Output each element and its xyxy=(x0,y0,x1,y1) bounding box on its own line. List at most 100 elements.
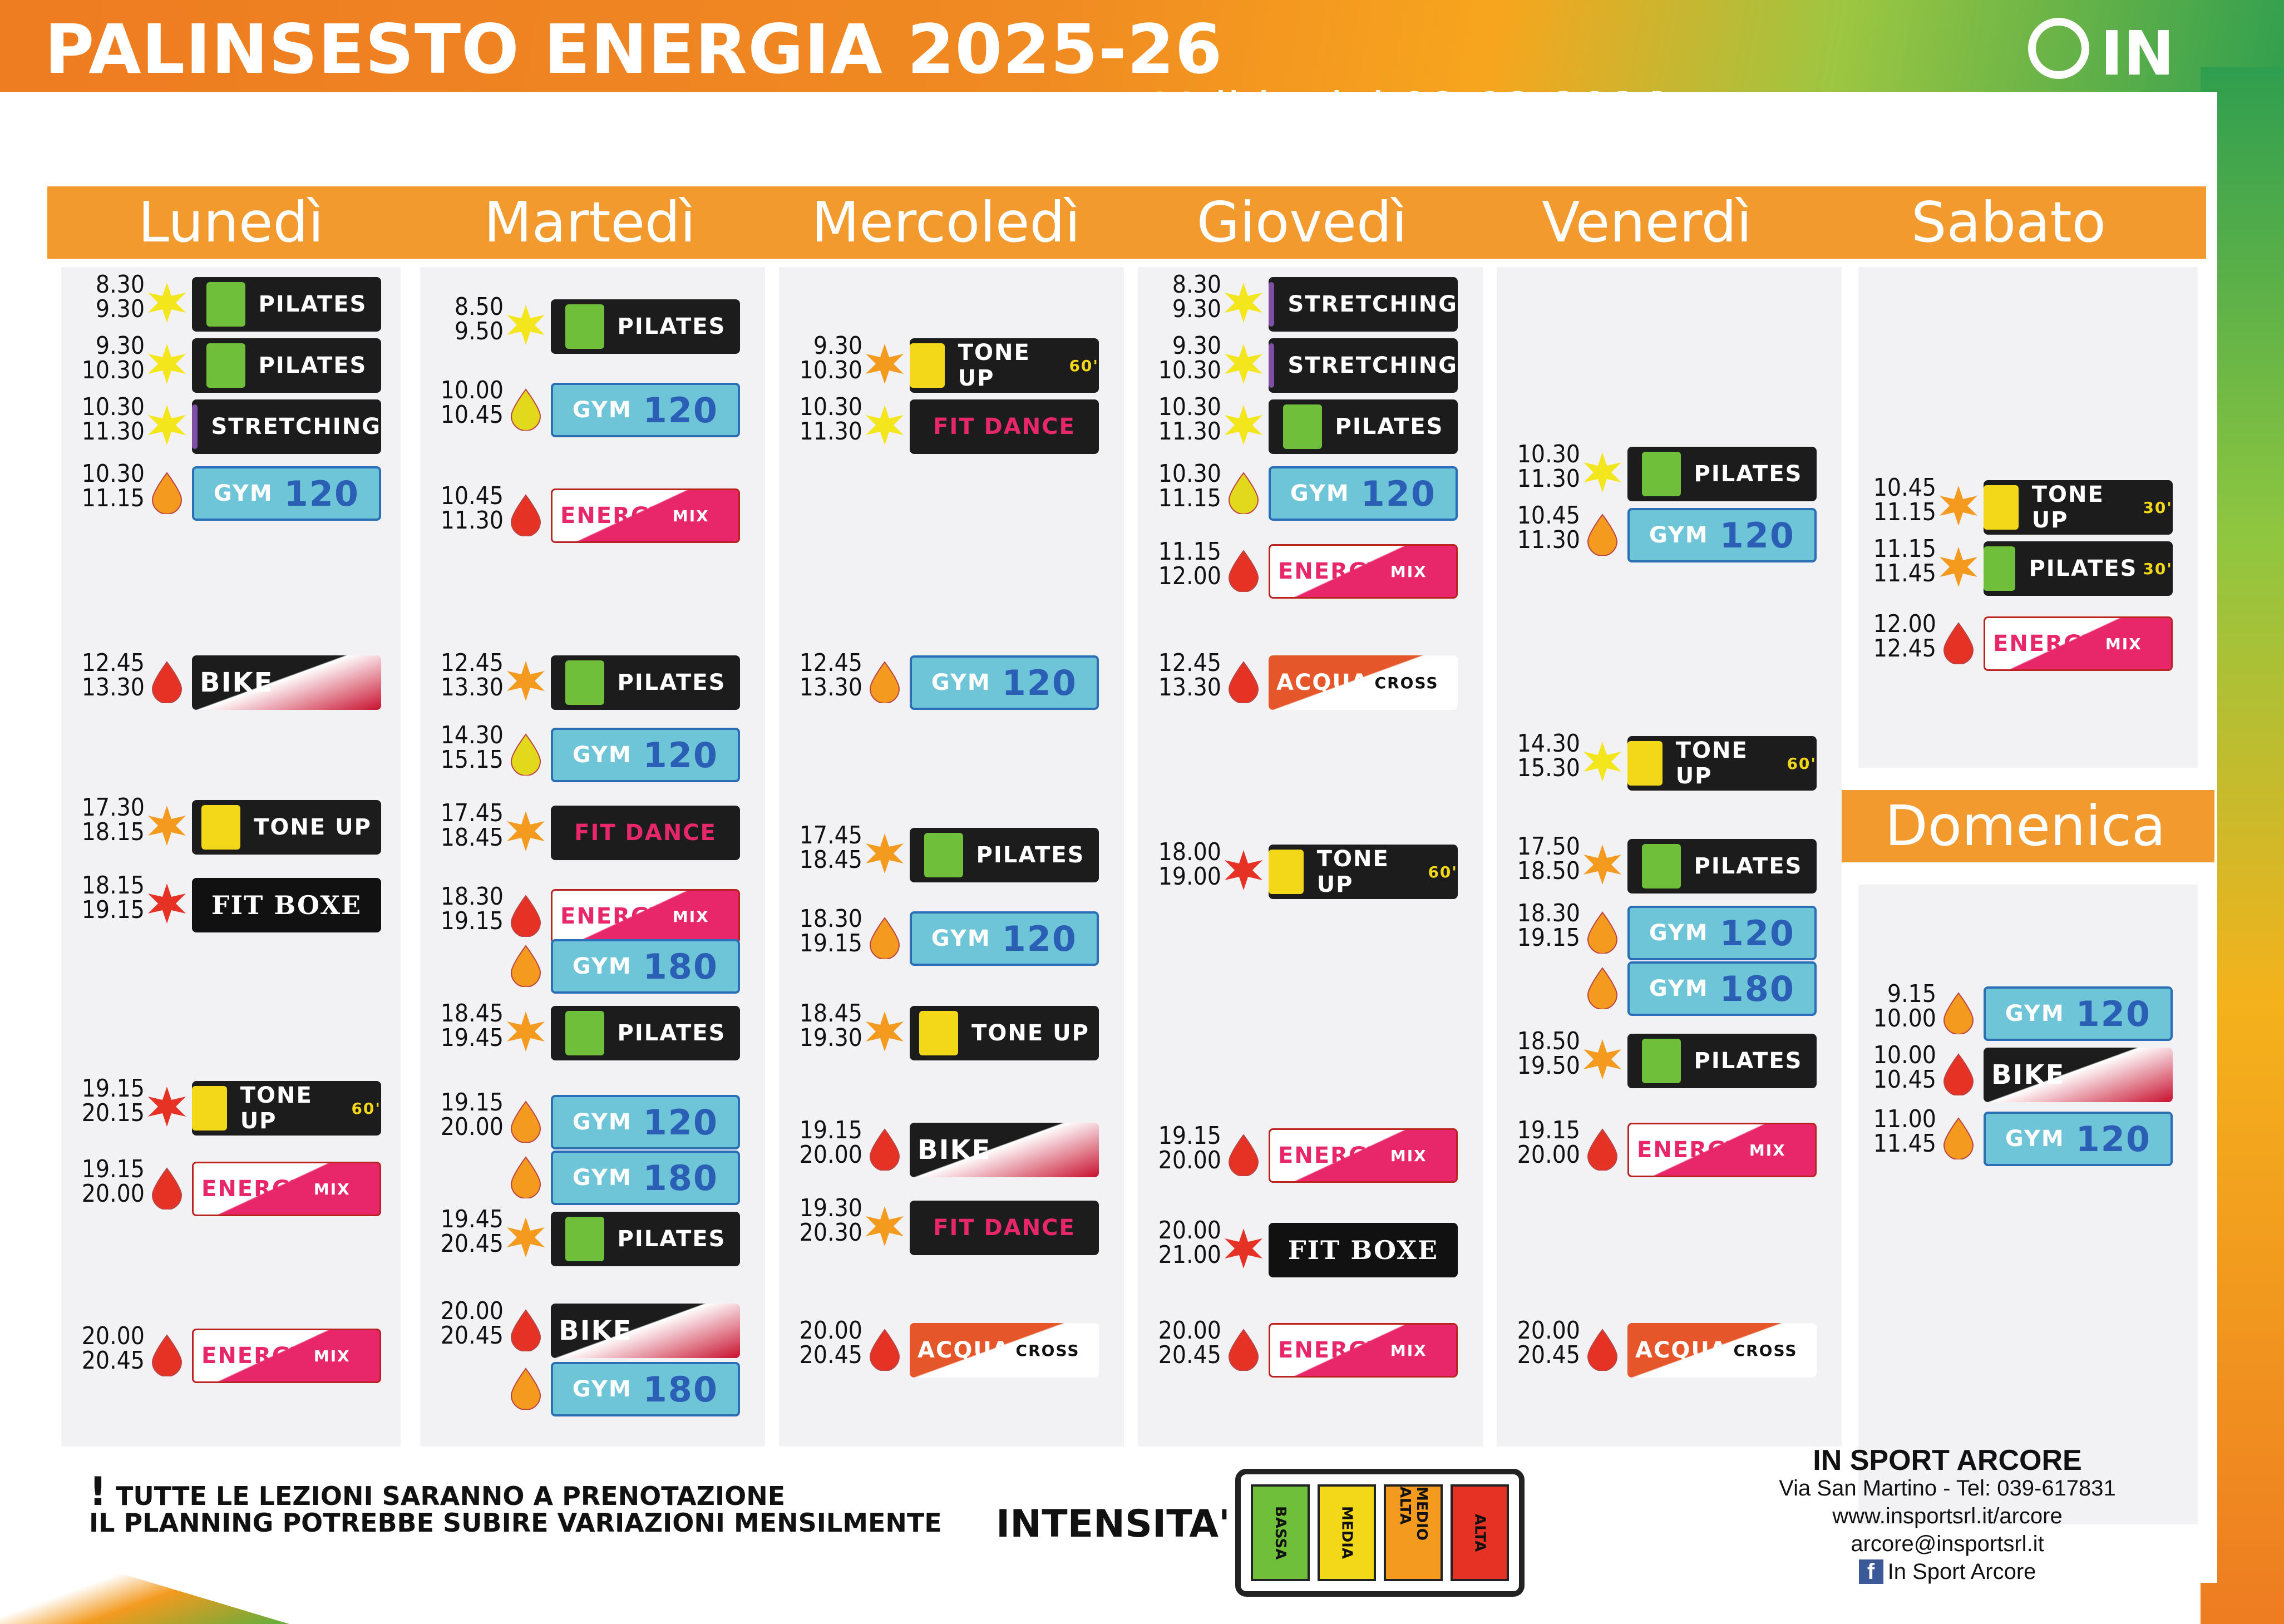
level-media: MEDIA xyxy=(1317,1484,1376,1581)
drop-intensity-icon xyxy=(1580,965,1625,1010)
class-badge: PILATES xyxy=(1627,839,1817,894)
schedule-slot: 19.15 20.00 BIKE xyxy=(796,1118,1118,1179)
slot-time: 9.30 10.30 xyxy=(1158,332,1221,384)
star-intensity-icon xyxy=(862,1009,907,1054)
contact-email[interactable]: arcore@insportsrl.it xyxy=(1851,1532,2044,1556)
day-wed: Mercoledì xyxy=(811,190,1081,255)
drop-intensity-icon xyxy=(1580,1126,1625,1171)
class-badge: ENERGY MIX xyxy=(192,1329,381,1383)
schedule-slot: 8.30 9.30 STRETCHING xyxy=(1155,273,1477,334)
class-pictogram-icon xyxy=(201,805,241,850)
star-intensity-icon xyxy=(145,881,189,926)
intensity-battery: BASSA MEDIA MEDIO ALTA ALTA xyxy=(1235,1469,1525,1597)
level-alta: ALTA xyxy=(1450,1484,1509,1581)
schedule-slot: 20.00 20.45 ENERGY MIX xyxy=(1155,1319,1477,1380)
slot-time: 20.00 20.45 xyxy=(1158,1316,1221,1369)
drop-intensity-icon xyxy=(504,731,548,776)
slot-time: 18.30 19.15 xyxy=(1517,899,1580,952)
class-pictogram-icon xyxy=(910,343,945,388)
schedule-slot: 19.15 20.00 ENERGY MIX xyxy=(1513,1118,1836,1179)
star-intensity-icon xyxy=(1580,842,1625,887)
class-badge: GYM 120 xyxy=(551,383,740,437)
schedule-slot: GYM 180 xyxy=(437,935,759,996)
class-badge: PILATES xyxy=(551,1212,740,1266)
star-intensity-icon xyxy=(1580,739,1625,784)
class-badge: ENERGY MIX xyxy=(1627,1123,1817,1177)
slot-time: 18.45 19.45 xyxy=(440,999,504,1052)
contact-facebook[interactable]: f In Sport Arcore xyxy=(1758,1558,2137,1586)
day-mon: Lunedì xyxy=(138,190,324,255)
class-badge: BIKE xyxy=(910,1123,1099,1177)
drop-intensity-icon xyxy=(1936,990,1981,1035)
class-badge: TONE UP 60' xyxy=(192,1081,381,1136)
contact-web[interactable]: www.insportsrl.it/arcore xyxy=(1832,1504,2063,1528)
drop-intensity-icon xyxy=(862,659,907,704)
drop-intensity-icon xyxy=(1936,620,1981,665)
class-pictogram-icon xyxy=(1269,343,1275,388)
schedule-slot: 17.45 18.45 FIT DANCE xyxy=(437,801,759,862)
slot-time: 8.50 9.50 xyxy=(454,293,504,345)
class-badge: PILATES 30' xyxy=(1984,541,2173,596)
slot-time: 20.00 20.45 xyxy=(799,1316,862,1369)
star-intensity-icon xyxy=(145,403,189,447)
slot-time: 12.45 13.30 xyxy=(440,649,504,702)
schedule-slot: 10.30 11.15 GYM 120 xyxy=(78,462,401,523)
day-thu: Giovedì xyxy=(1196,190,1408,255)
drop-intensity-icon xyxy=(1580,909,1625,954)
slot-time: 10.30 11.15 xyxy=(1158,460,1221,512)
logo-sport: SPORT xyxy=(2034,90,2169,129)
drop-intensity-icon xyxy=(1221,470,1266,515)
class-badge: TONE UP 30' xyxy=(1984,480,2173,535)
schedule-slot: 20.00 20.45 BIKE xyxy=(437,1299,759,1360)
schedule-slot: 9.15 10.00 GYM 120 xyxy=(1869,982,2192,1043)
slot-time: 14.30 15.30 xyxy=(1517,729,1580,782)
class-badge: FIT DANCE xyxy=(910,1201,1099,1255)
col-mon xyxy=(61,267,401,1447)
drop-intensity-icon xyxy=(1580,1326,1625,1371)
slot-time: 8.30 9.30 xyxy=(1172,270,1221,323)
slot-time: 12.45 13.30 xyxy=(1158,649,1221,702)
slot-time: 19.15 20.00 xyxy=(799,1116,862,1169)
star-intensity-icon xyxy=(1936,545,1981,589)
schedule-slot: 10.45 11.30 ENERGY MIX xyxy=(437,484,759,545)
slot-time: 17.45 18.45 xyxy=(799,821,862,874)
slot-time: 9.15 10.00 xyxy=(1873,980,1936,1033)
class-badge: PILATES xyxy=(551,299,740,354)
class-pictogram-icon xyxy=(1282,404,1322,449)
slot-time: 19.15 20.15 xyxy=(81,1074,145,1127)
slot-time: 12.00 12.45 xyxy=(1873,610,1936,663)
day-sat: Sabato xyxy=(1911,190,2106,255)
schedule-slot: 18.00 19.00 TONE UP 60' xyxy=(1155,840,1477,901)
schedule-slot: 8.30 9.30 PILATES xyxy=(78,273,401,334)
drop-intensity-icon xyxy=(504,492,548,537)
days-bar xyxy=(47,186,2206,259)
class-badge: ENERGY MIX xyxy=(192,1162,381,1216)
contact-name: IN SPORT ARCORE xyxy=(1813,1444,2082,1477)
drop-intensity-icon xyxy=(504,942,548,988)
schedule-slot: 9.30 10.30 PILATES xyxy=(78,334,401,395)
class-badge: GYM 120 xyxy=(910,655,1099,710)
drop-intensity-icon xyxy=(504,892,548,937)
star-intensity-icon xyxy=(145,1084,189,1129)
schedule-slot: 11.15 12.00 ENERGY MIX xyxy=(1155,540,1477,601)
class-badge: GYM 120 xyxy=(910,911,1099,966)
slot-time: 10.00 10.45 xyxy=(440,376,504,429)
class-badge: FIT DANCE xyxy=(551,806,740,860)
class-badge: GYM 120 xyxy=(551,1095,740,1149)
slot-time: 20.00 21.00 xyxy=(1158,1216,1221,1269)
class-badge: ENERGY MIX xyxy=(1269,1128,1458,1183)
star-intensity-icon xyxy=(862,342,907,386)
class-badge: TONE UP 60' xyxy=(910,338,1099,393)
slot-time: 17.45 18.45 xyxy=(440,799,504,852)
day-fri: Venerdì xyxy=(1542,190,1752,255)
class-badge: FIT BOXE xyxy=(1269,1223,1458,1277)
star-intensity-icon xyxy=(1221,1226,1266,1271)
drop-intensity-icon xyxy=(862,1326,907,1371)
slot-time: 10.45 11.30 xyxy=(1517,501,1580,554)
star-intensity-icon xyxy=(1221,280,1266,325)
class-pictogram-icon xyxy=(565,304,604,349)
class-badge: GYM 120 xyxy=(1984,1112,2173,1166)
slot-time: 18.30 19.15 xyxy=(440,882,504,935)
star-intensity-icon xyxy=(504,1009,548,1054)
star-intensity-icon xyxy=(504,303,548,347)
